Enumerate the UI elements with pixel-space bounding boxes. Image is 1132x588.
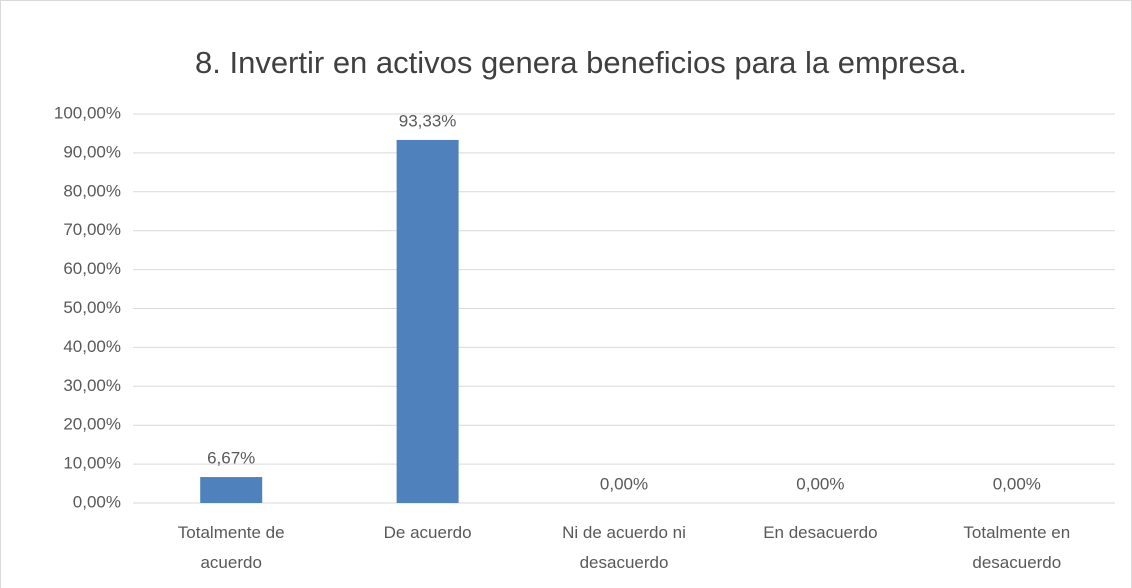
y-tick-label: 60,00% [63, 259, 121, 278]
y-tick-label: 90,00% [63, 142, 121, 161]
y-tick-label: 10,00% [63, 454, 121, 473]
data-label: 93,33% [399, 111, 457, 130]
x-tick-label: Totalmente en desacuerdo [963, 523, 1070, 572]
y-tick-label: 100,00% [54, 103, 121, 122]
chart-title: 8. Invertir en activos genera beneficios… [195, 45, 967, 80]
x-tick-label: Ni de acuerdo ni desacuerdo [562, 523, 686, 572]
y-tick-label: 0,00% [73, 492, 121, 511]
x-tick-label: Totalmente de acuerdo [178, 523, 285, 572]
x-tick-label: De acuerdo [384, 523, 472, 542]
data-label: 6,67% [207, 449, 255, 468]
data-label: 0,00% [600, 474, 648, 493]
bar [200, 477, 263, 503]
y-tick-label: 40,00% [63, 337, 121, 356]
bar [396, 139, 459, 504]
x-tick-label: En desacuerdo [763, 523, 877, 542]
data-label: 0,00% [993, 474, 1041, 493]
y-tick-label: 30,00% [63, 376, 121, 395]
data-label: 0,00% [796, 474, 844, 493]
y-tick-label: 20,00% [63, 415, 121, 434]
y-tick-label: 70,00% [63, 220, 121, 239]
y-tick-label: 50,00% [63, 298, 121, 317]
y-tick-label: 80,00% [63, 181, 121, 200]
